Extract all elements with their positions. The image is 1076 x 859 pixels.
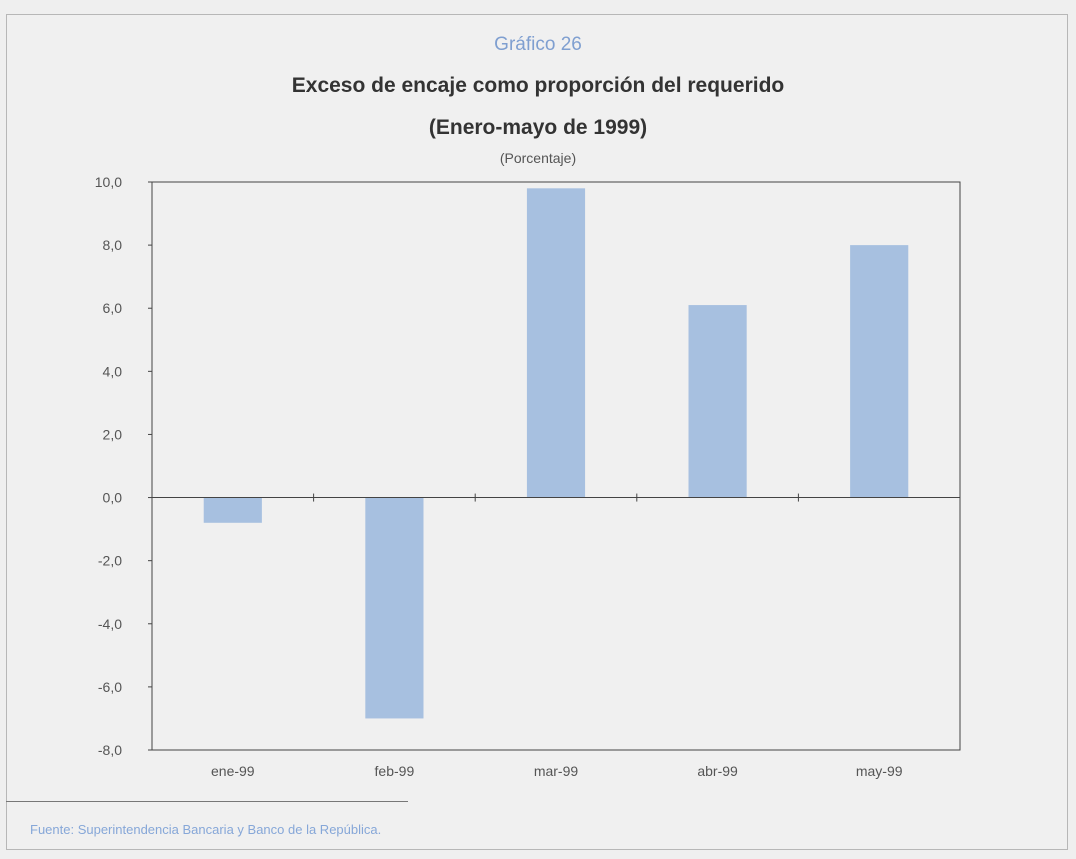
bar-mar-99: [526, 188, 586, 498]
y-tick-label: -4,0: [98, 616, 122, 632]
y-tick-label: -8,0: [98, 742, 122, 758]
x-tick-label: abr-99: [697, 763, 738, 779]
bar-chart: -8,0 -6,0 -4,0 -2,0 0,0 2,0 4,0 6,0 8,0 10,0 ene-…: [95, 174, 961, 779]
x-axis-labels: ene-99 feb-99 mar-99 abr-99 may-99: [211, 763, 903, 779]
source-note: Fuente: Superintendencia Bancaria y Banc…: [30, 822, 382, 837]
figure-number: Gráfico 26: [494, 34, 582, 55]
axes-group: [151, 181, 961, 751]
y-tick-label: -6,0: [98, 679, 122, 695]
bar-feb-99: [365, 497, 424, 719]
x-tick-label: may-99: [856, 763, 903, 779]
x-tick-label: feb-99: [375, 763, 415, 779]
bar-may-99: [850, 245, 909, 498]
source-divider: [6, 801, 408, 802]
chart-subtitle: (Enero-mayo de 1999): [428, 116, 648, 139]
x-tick-label: ene-99: [211, 763, 255, 779]
y-tick-label: -2,0: [98, 553, 122, 569]
y-tick-label: 2,0: [103, 426, 123, 442]
unit-label: (Porcentaje): [499, 150, 577, 166]
chart-title: Exceso de encaje como proporción del req…: [291, 74, 785, 97]
bar-abr-99: [688, 305, 747, 498]
y-tick-label: 8,0: [103, 237, 123, 253]
y-tick-label: 6,0: [103, 300, 123, 316]
x-tick-label: mar-99: [534, 763, 579, 779]
y-axis-ticks: -8,0 -6,0 -4,0 -2,0 0,0 2,0 4,0 6,0 8,0 10,0: [95, 174, 152, 758]
bars-group: [203, 188, 909, 719]
plot-border: [151, 181, 961, 751]
y-tick-label: 10,0: [95, 174, 122, 190]
y-tick-label: 4,0: [103, 363, 123, 379]
y-tick-label: 0,0: [103, 490, 123, 506]
bar-ene-99: [203, 497, 262, 523]
